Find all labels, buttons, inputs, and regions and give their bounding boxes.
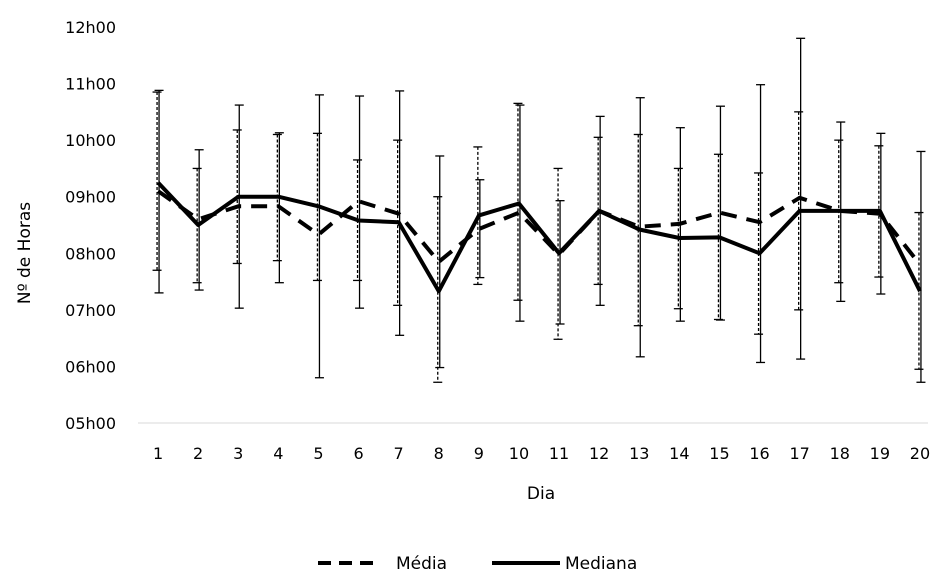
x-axis-ticks: 1 2 3 4 5 6 7 8 9 10 11 12 13 14 15 16 17 18 19 20 [153, 444, 930, 463]
y-tick-label: 08h00 [65, 244, 116, 263]
x-tick-label: 7 [394, 444, 404, 463]
x-axis-title: Dia [527, 484, 555, 504]
x-tick-label: 10 [509, 444, 529, 463]
series-lines [156, 181, 922, 294]
x-tick-label: 2 [193, 444, 203, 463]
y-tick-label: 06h00 [65, 357, 116, 376]
x-tick-label: 15 [709, 444, 729, 463]
y-tick-label: 12h00 [65, 18, 116, 37]
legend-label-media: Média [396, 554, 447, 572]
x-tick-label: 3 [233, 444, 243, 463]
x-tick-label: 12 [589, 444, 609, 463]
x-tick-label: 9 [474, 444, 484, 463]
x-tick-label: 8 [434, 444, 444, 463]
y-axis-ticks: 05h00 06h00 07h00 08h00 09h00 10h00 11h00 12h00 [65, 18, 116, 433]
x-tick-label: 1 [153, 444, 163, 463]
legend-label-mediana: Mediana [565, 554, 637, 572]
x-tick-label: 17 [789, 444, 809, 463]
x-tick-label: 14 [669, 444, 689, 463]
y-tick-label: 09h00 [65, 188, 116, 207]
x-tick-label: 13 [629, 444, 649, 463]
y-tick-label: 07h00 [65, 301, 116, 320]
y-tick-label: 11h00 [65, 75, 116, 94]
series-line-mediana [156, 181, 922, 294]
x-tick-label: 16 [749, 444, 769, 463]
x-tick-label: 18 [830, 444, 850, 463]
y-tick-label: 10h00 [65, 131, 116, 150]
y-tick-label: 05h00 [65, 414, 116, 433]
x-tick-label: 11 [549, 444, 569, 463]
x-tick-label: 6 [353, 444, 363, 463]
x-tick-label: 4 [273, 444, 283, 463]
x-tick-label: 19 [870, 444, 890, 463]
legend: Média Mediana [318, 554, 637, 572]
y-axis-title: Nº de Horas [15, 202, 35, 304]
x-tick-label: 5 [313, 444, 323, 463]
series-line-media [156, 189, 922, 266]
x-tick-label: 20 [910, 444, 930, 463]
